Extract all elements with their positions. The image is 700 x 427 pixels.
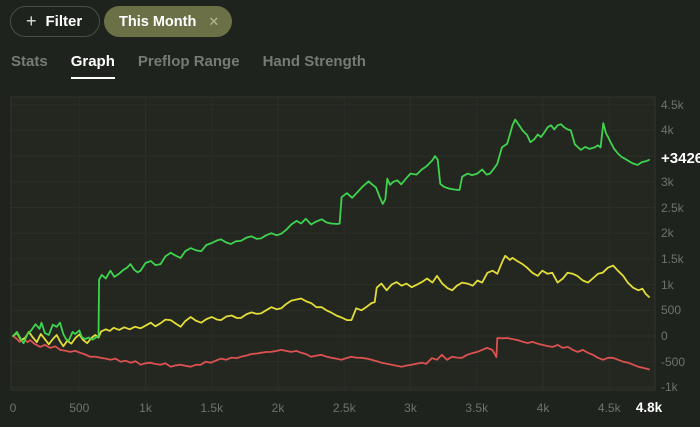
- y-axis-tick-label: 3k: [661, 174, 674, 189]
- current-value-label: +3426: [661, 149, 700, 167]
- y-axis-tick-label: -1k: [661, 380, 678, 395]
- x-axis-tick-label: 500: [69, 401, 90, 415]
- x-axis-tick-label: 0: [9, 401, 17, 415]
- filter-chip-label: This Month: [119, 13, 197, 30]
- x-axis-tick-label: 3.5k: [465, 401, 489, 415]
- plot-border: [10, 96, 656, 391]
- filter-button[interactable]: + Filter: [10, 6, 101, 37]
- filter-chip-this-month[interactable]: This Month ✕: [104, 6, 233, 37]
- tab-graph[interactable]: Graph: [70, 53, 115, 79]
- plot-area[interactable]: [11, 97, 655, 390]
- filter-button-label: Filter: [45, 13, 83, 30]
- y-axis-tick-label: 0: [661, 329, 668, 344]
- x-axis-tick-label: 4k: [536, 401, 550, 415]
- tab-hand-strength[interactable]: Hand Strength: [262, 53, 366, 70]
- y-axis-tick-label: 4.5k: [661, 97, 684, 112]
- y-axis-tick-label: 2k: [661, 226, 674, 241]
- tab-stats[interactable]: Stats: [11, 53, 48, 70]
- y-axis-tick-label: 1.5k: [661, 251, 684, 266]
- plus-icon: +: [26, 11, 37, 31]
- y-axis-tick-label: -500: [661, 354, 686, 369]
- x-axis-end-label: 4.8k: [635, 400, 663, 415]
- series-green-line: [12, 118, 650, 345]
- x-axis-tick-label: 1k: [139, 401, 152, 415]
- tab-bar: Stats Graph Preflop Range Hand Strength: [11, 53, 366, 79]
- close-icon[interactable]: ✕: [208, 14, 220, 29]
- y-axis-tick-label: 4k: [661, 123, 674, 138]
- x-axis-tick-label: 2k: [271, 401, 285, 415]
- series-red-line: [12, 335, 650, 371]
- x-axis-tick-label: 2.5k: [332, 401, 356, 415]
- y-axis-tick-label: 2.5k: [661, 200, 684, 215]
- y-axis-tick-label: 1k: [661, 277, 674, 292]
- x-axis-tick-label: 1.5k: [200, 401, 224, 415]
- tab-preflop-range[interactable]: Preflop Range: [137, 53, 240, 70]
- x-axis-tick-label: 3k: [404, 401, 417, 415]
- y-axis-tick-label: 500: [661, 303, 682, 318]
- x-axis-tick-label: 4.5k: [597, 401, 621, 415]
- series-yellow-line: [12, 254, 650, 348]
